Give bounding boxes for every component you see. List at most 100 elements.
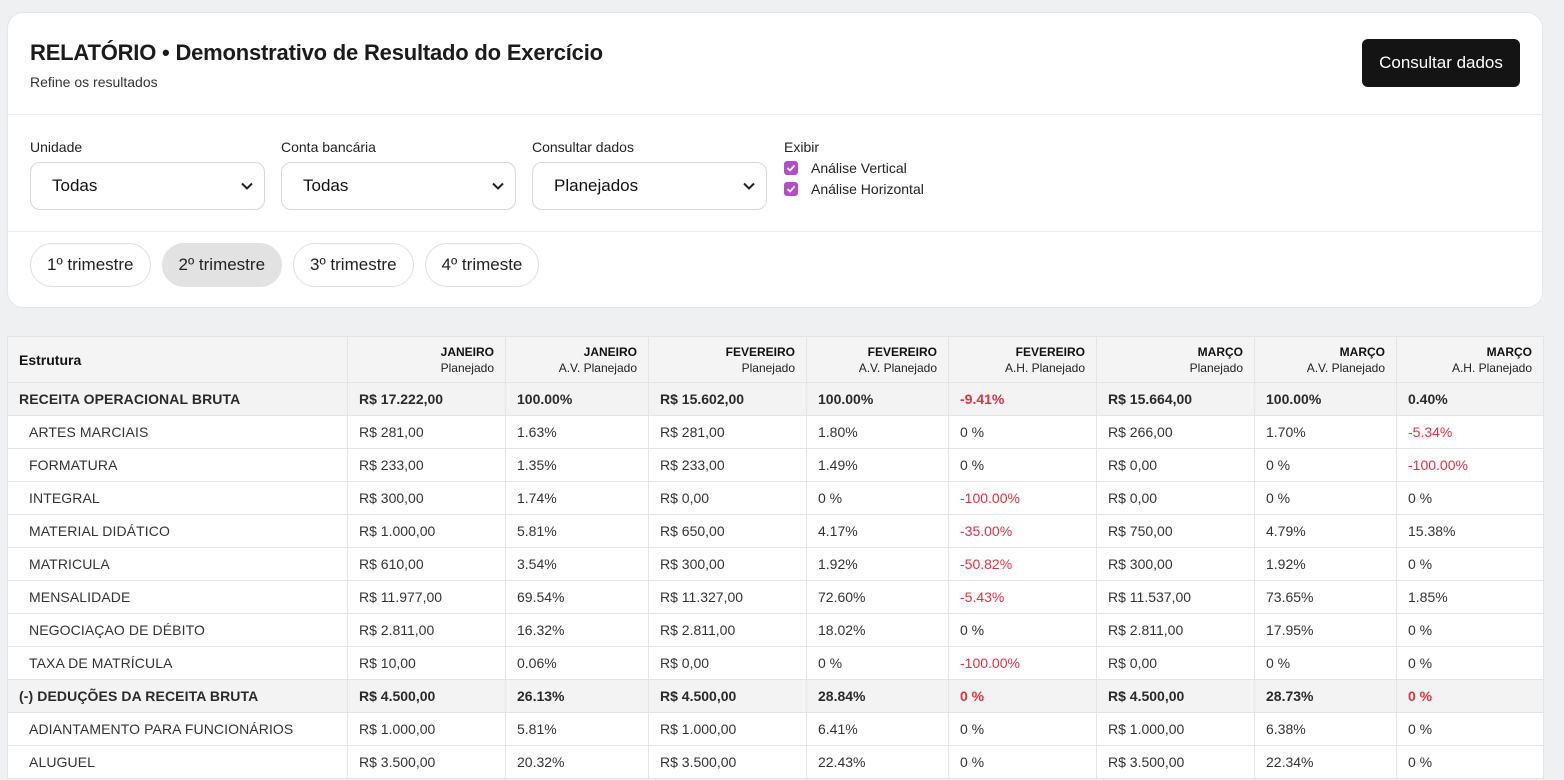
table-cell: R$ 0,00 (1096, 448, 1255, 482)
table-cell: R$ 300,00 (1096, 547, 1255, 581)
chevron-down-icon (491, 179, 505, 193)
analise-horizontal-label: Análise Horizontal (811, 181, 924, 197)
table-cell: 1.85% (1396, 580, 1544, 614)
table-cell: 1.70% (1254, 415, 1397, 449)
table-cell: 0 % (1396, 646, 1544, 680)
table-cell: 73.65% (1254, 580, 1397, 614)
table-cell: R$ 281,00 (347, 415, 506, 449)
unidade-value: Todas (52, 176, 98, 195)
table-cell: 0 % (806, 481, 949, 515)
table-cell: 18.02% (806, 613, 949, 647)
column-header-estrutura: Estrutura (7, 336, 348, 383)
table-cell: 0 % (1254, 481, 1397, 515)
column-header-type: A.H. Planejado (1004, 360, 1085, 375)
unidade-field: Unidade Todas (30, 139, 265, 210)
table-cell: 6.38% (1254, 712, 1397, 746)
table-cell: R$ 4.500,00 (1096, 679, 1255, 713)
column-header-month: MARÇO (1486, 344, 1532, 359)
tab-2-trimestre[interactable]: 2º trimestre (161, 243, 283, 287)
tab-4-trimestre[interactable]: 4º trimeste (424, 243, 540, 287)
consultar-dados-button[interactable]: Consultar dados (1362, 39, 1520, 87)
table-body: RECEITA OPERACIONAL BRUTA R$ 17.222,00 100… (7, 382, 1544, 779)
table-cell: R$ 1.000,00 (1096, 712, 1255, 746)
consultar-field: Consultar dados Planejados (532, 139, 767, 210)
row-label: FORMATURA (7, 448, 348, 482)
table-row: MATERIAL DIDÁTICO R$ 1.000,00 5.81% R$ 650,… (7, 514, 1544, 548)
chevron-down-icon (742, 179, 756, 193)
table-cell: 0.06% (505, 646, 649, 680)
table-cell: R$ 300,00 (347, 481, 506, 515)
table-cell: 0 % (1396, 613, 1544, 647)
column-header-month: FEVEREIRO (1015, 344, 1085, 359)
table-cell: R$ 4.500,00 (347, 679, 506, 713)
table-row: FORMATURA R$ 233,00 1.35% R$ 233,00 1.49% 0 %… (7, 448, 1544, 482)
consultar-select[interactable]: Planejados (532, 162, 767, 210)
table-cell: 100.00% (505, 382, 649, 416)
table-cell: 0 % (1396, 745, 1544, 779)
unidade-select[interactable]: Todas (30, 162, 265, 210)
table-cell: R$ 300,00 (648, 547, 807, 581)
tab-1-trimestre[interactable]: 1º trimestre (30, 243, 151, 287)
table-cell: R$ 0,00 (648, 481, 807, 515)
table-cell: 1.80% (806, 415, 949, 449)
table-cell: -5.43% (948, 580, 1097, 614)
column-header-type: Planejado (741, 360, 795, 375)
table-cell: R$ 17.222,00 (347, 382, 506, 416)
analise-horizontal-checkbox[interactable] (784, 182, 798, 196)
table-cell: 72.60% (806, 580, 949, 614)
table-cell: 0 % (1254, 646, 1397, 680)
page-subtitle: Refine os resultados (30, 74, 158, 90)
table-cell: 6.41% (806, 712, 949, 746)
table-cell: 22.43% (806, 745, 949, 779)
table-cell: R$ 750,00 (1096, 514, 1255, 548)
table-cell: 28.84% (806, 679, 949, 713)
table-cell: 28.73% (1254, 679, 1397, 713)
table-cell: R$ 1.000,00 (347, 514, 506, 548)
table-cell: -35.00% (948, 514, 1097, 548)
table-cell: 0 % (1396, 481, 1544, 515)
analise-horizontal-option[interactable]: Análise Horizontal (784, 181, 924, 197)
table-header-row: Estrutura JANEIRO Planejado JANEIRO A.V. P… (7, 336, 1544, 383)
unidade-label: Unidade (30, 139, 83, 155)
conta-value: Todas (303, 176, 349, 195)
column-header-type: A.V. Planejado (858, 360, 937, 375)
row-label: TAXA DE MATRÍCULA (7, 646, 348, 680)
table-cell: 0 % (1254, 448, 1397, 482)
table-cell: -100.00% (948, 646, 1097, 680)
table-cell: 0 % (948, 448, 1097, 482)
table-cell: 5.81% (505, 514, 649, 548)
table-cell: R$ 4.500,00 (648, 679, 807, 713)
table-cell: 4.79% (1254, 514, 1397, 548)
table-cell: R$ 2.811,00 (347, 613, 506, 647)
row-label: RECEITA OPERACIONAL BRUTA (7, 382, 348, 416)
quarter-tabs: 1º trimestre 2º trimestre 3º trimestre 4… (30, 243, 550, 287)
table-cell: R$ 10,00 (347, 646, 506, 680)
exibir-group: Exibir Análise Vertical Análise Horizont… (784, 139, 924, 197)
analise-vertical-option[interactable]: Análise Vertical (784, 160, 924, 176)
table-cell: R$ 3.500,00 (1096, 745, 1255, 779)
table-row: ADIANTAMENTO PARA FUNCIONÁRIOS R$ 1.000,0… (7, 712, 1544, 746)
table-cell: R$ 1.000,00 (347, 712, 506, 746)
analise-vertical-checkbox[interactable] (784, 161, 798, 175)
table-cell: R$ 2.811,00 (1096, 613, 1255, 647)
table-cell: R$ 11.537,00 (1096, 580, 1255, 614)
table-cell: R$ 3.500,00 (347, 745, 506, 779)
column-header: MARÇO Planejado (1096, 336, 1255, 383)
row-label: (-) DEDUÇÕES DA RECEITA BRUTA (7, 679, 348, 713)
table-cell: R$ 3.500,00 (648, 745, 807, 779)
table-cell: 100.00% (1254, 382, 1397, 416)
filters-section: Unidade Todas Conta bancária Todas Consu… (8, 115, 1542, 232)
table-cell: 1.63% (505, 415, 649, 449)
table-cell: 0 % (1396, 679, 1544, 713)
row-label: INTEGRAL (7, 481, 348, 515)
tab-3-trimestre[interactable]: 3º trimestre (293, 243, 414, 287)
row-label: NEGOCIAÇAO DE DÉBITO (7, 613, 348, 647)
conta-select[interactable]: Todas (281, 162, 516, 210)
column-header-type: A.V. Planejado (558, 360, 637, 375)
table-cell: 5.81% (505, 712, 649, 746)
column-header-type: A.H. Planejado (1451, 360, 1532, 375)
table-cell: 1.35% (505, 448, 649, 482)
table-cell: R$ 1.000,00 (648, 712, 807, 746)
column-header: FEVEREIRO A.V. Planejado (806, 336, 949, 383)
consultar-label: Consultar dados (532, 139, 634, 155)
